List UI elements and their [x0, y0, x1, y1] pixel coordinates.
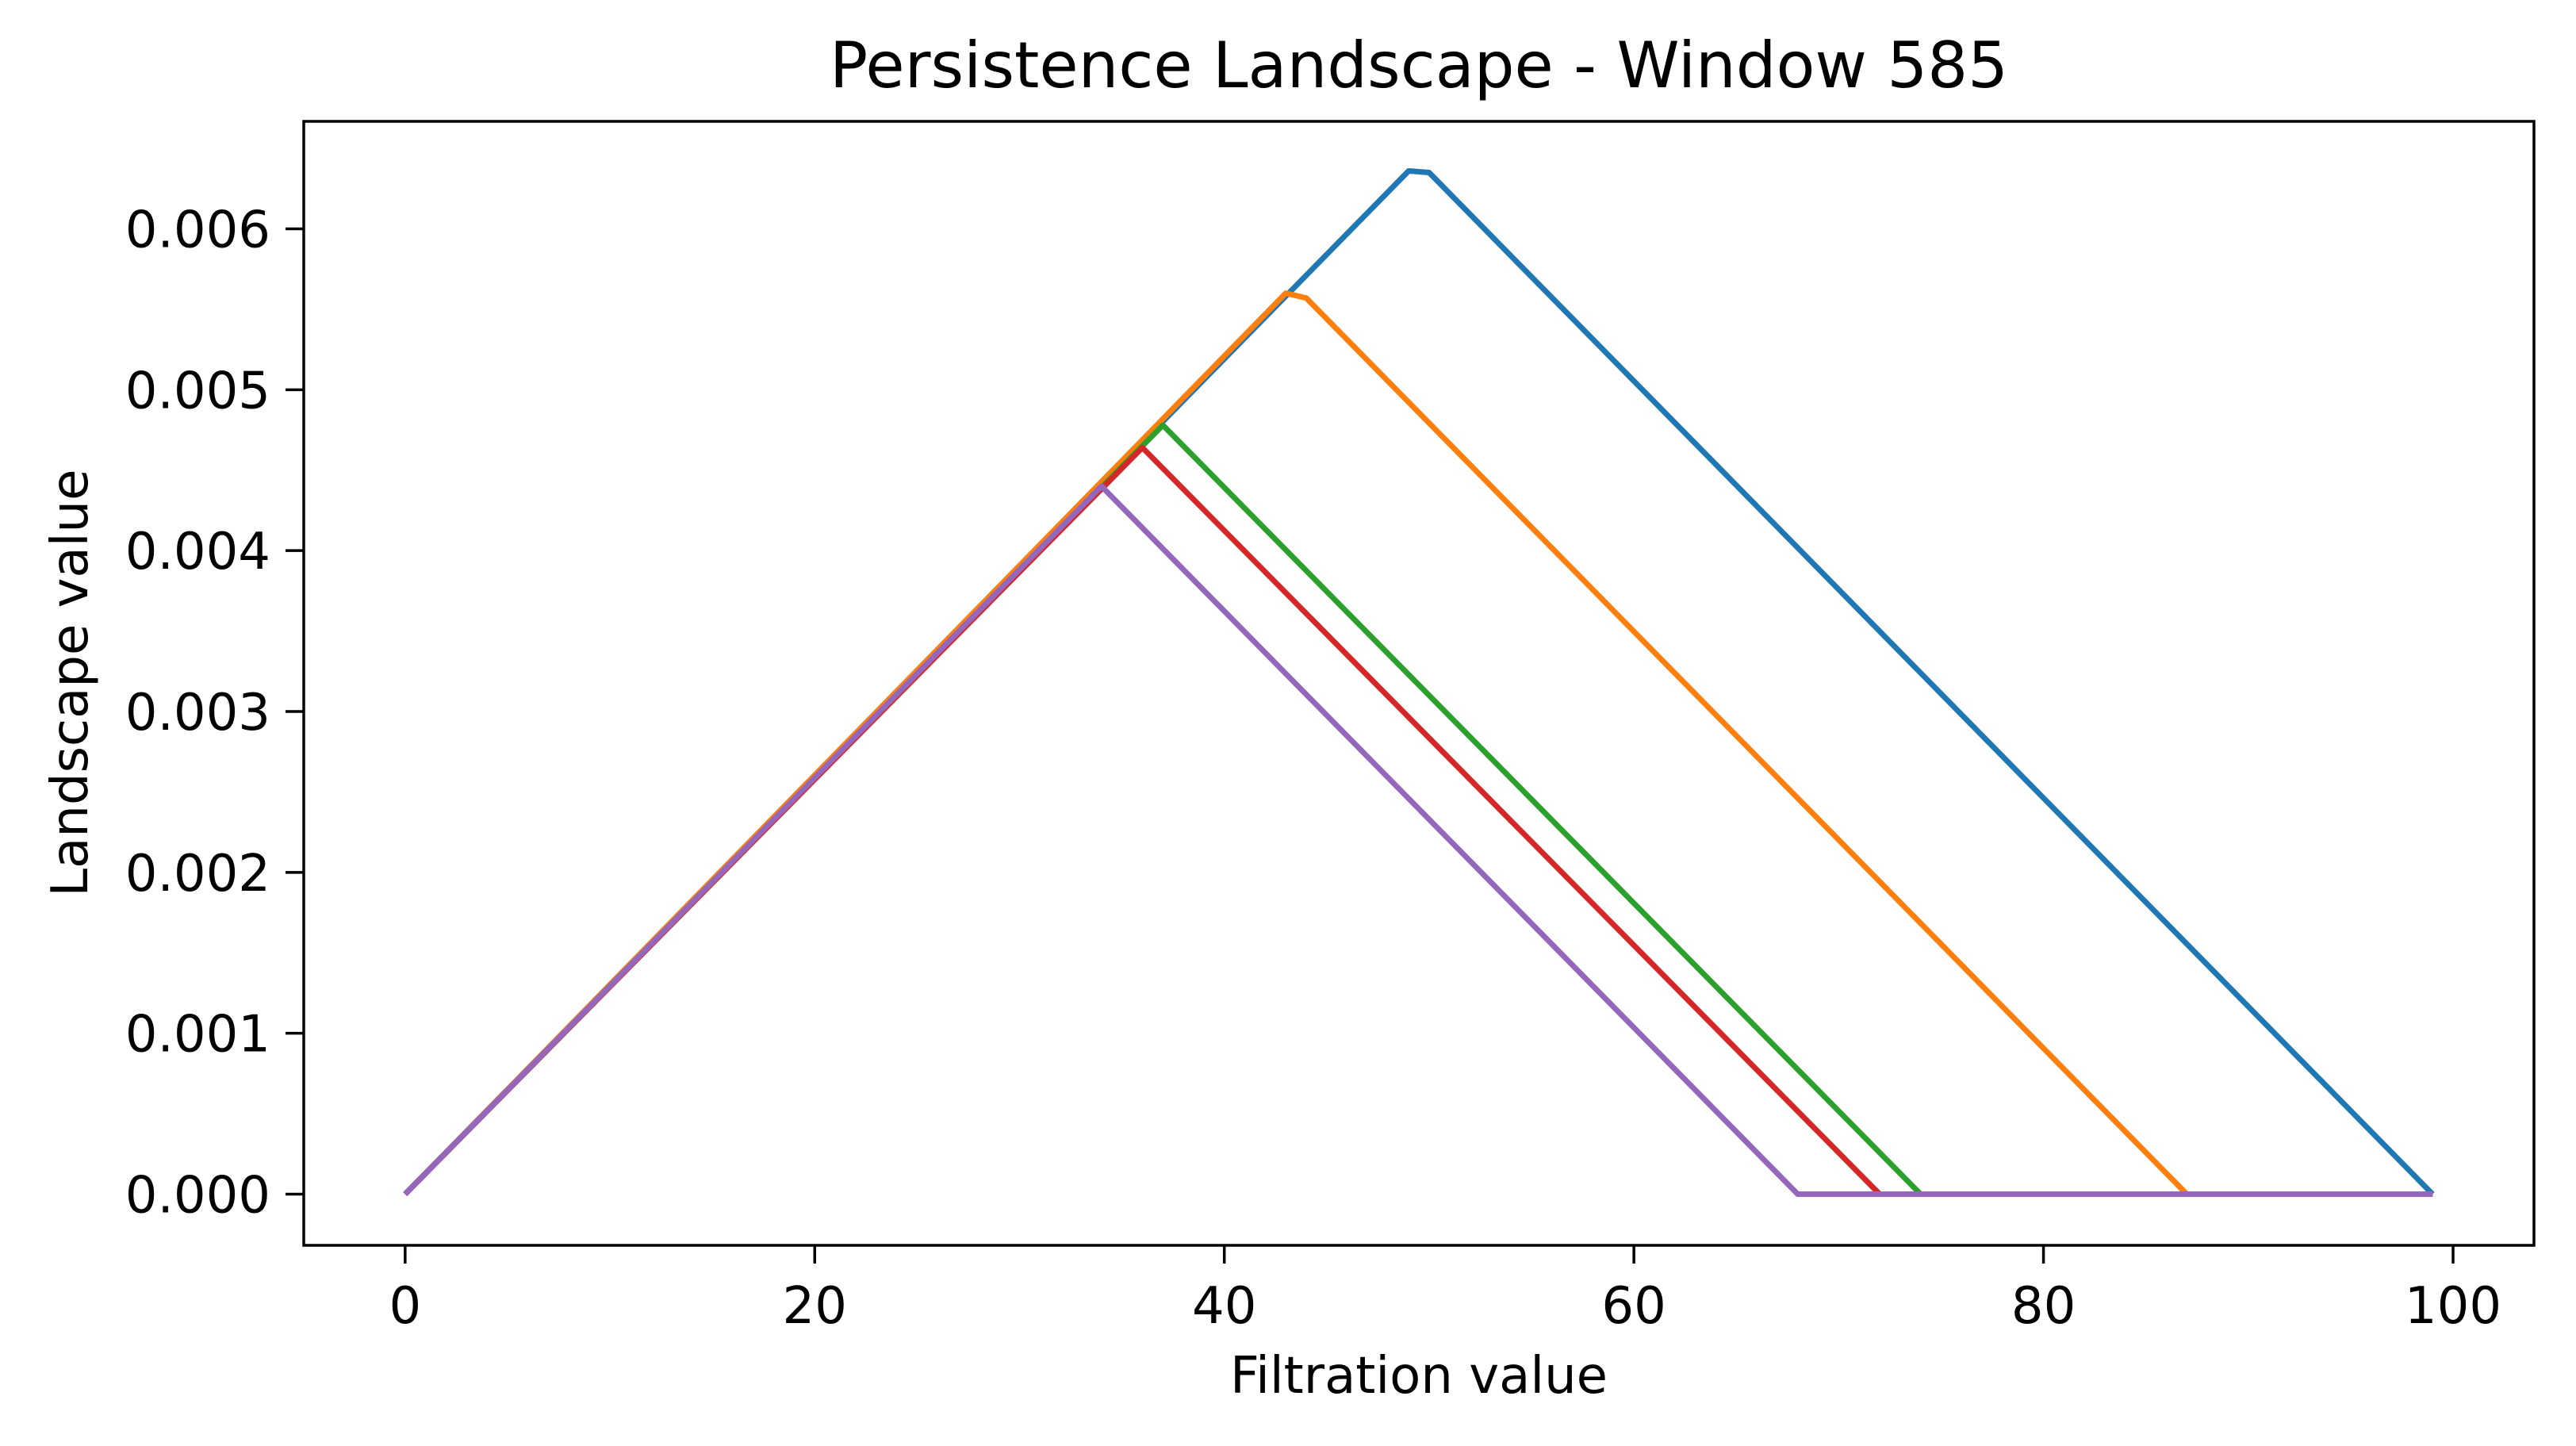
y-tick-label: 0.003 [125, 684, 270, 742]
x-tick-label: 40 [1192, 1277, 1256, 1336]
y-axis-label: Landscape value [41, 470, 100, 897]
x-tick-label: 20 [783, 1277, 847, 1336]
y-axis: 0.000 0.001 0.002 0.003 0.004 0.005 0.006 [125, 201, 304, 1225]
series-lines [403, 168, 2435, 1197]
y-tick-label: 0.000 [125, 1166, 270, 1225]
x-tick-label: 0 [389, 1277, 421, 1336]
y-tick-label: 0.004 [125, 523, 270, 581]
chart-title: Persistence Landscape - Window 585 [830, 29, 2008, 102]
y-tick-label: 0.005 [125, 362, 270, 420]
series-line-landscape-5 [403, 483, 2433, 1197]
plot-area-border [302, 120, 2536, 1247]
x-axis-label: Filtration value [1230, 1347, 1608, 1406]
y-tick-label: 0.001 [125, 1006, 270, 1064]
y-tick-label: 0.006 [125, 201, 270, 259]
x-tick-label: 100 [2405, 1277, 2501, 1336]
x-axis: 0 20 40 60 80 100 [389, 1245, 2501, 1336]
x-tick-label: 60 [1601, 1277, 1666, 1336]
y-tick-label: 0.002 [125, 845, 270, 903]
x-tick-label: 80 [2011, 1277, 2076, 1336]
